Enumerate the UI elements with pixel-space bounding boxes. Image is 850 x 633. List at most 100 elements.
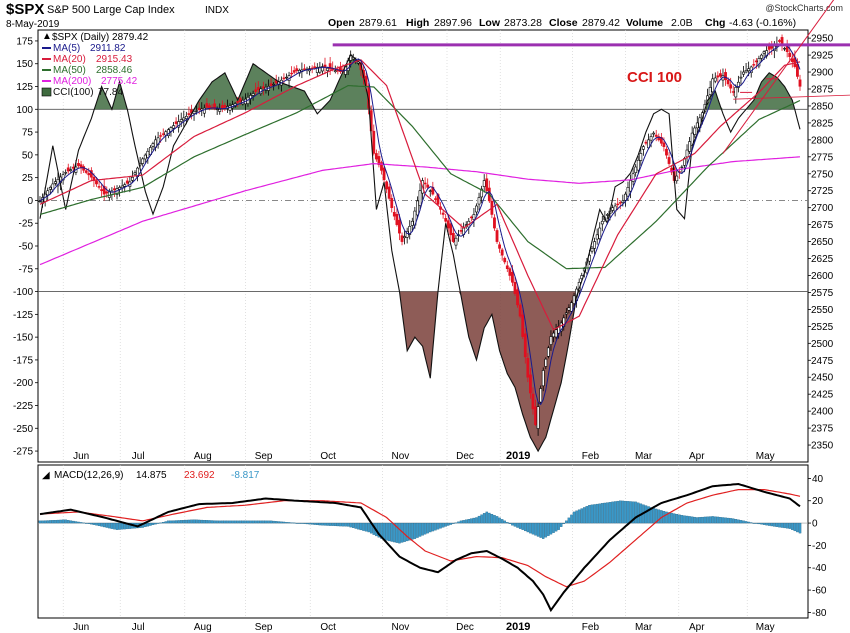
candle-body bbox=[767, 45, 771, 50]
candle-body bbox=[38, 200, 42, 203]
macd-histogram-bar bbox=[755, 522, 758, 524]
candle-body bbox=[46, 190, 50, 196]
high-label: High bbox=[406, 17, 429, 29]
ma50-line bbox=[39, 84, 801, 270]
macd-histogram-bar bbox=[298, 522, 301, 524]
legend-ma5-value: 2911.82 bbox=[90, 43, 126, 54]
candle-body bbox=[423, 182, 427, 185]
macd-histogram-bar bbox=[56, 519, 60, 524]
macd-histogram-bar bbox=[403, 522, 406, 542]
macd-histogram-bar bbox=[215, 520, 219, 524]
candle-body bbox=[711, 78, 715, 93]
macd-histogram-bar bbox=[636, 502, 640, 524]
price-tick-label: 2675 bbox=[811, 220, 834, 231]
month-label-main: 2019 bbox=[506, 450, 530, 462]
macd-tick-label: 40 bbox=[812, 474, 824, 485]
candle-body bbox=[742, 71, 745, 75]
candle-body bbox=[321, 66, 324, 72]
candle-body bbox=[498, 244, 501, 249]
macd-histogram-bar bbox=[423, 522, 427, 535]
macd-histogram-bar bbox=[698, 517, 702, 524]
macd-histogram-bar bbox=[405, 522, 409, 542]
macd-histogram-bar bbox=[316, 522, 319, 526]
candle-body bbox=[477, 197, 481, 205]
candle-body bbox=[731, 91, 735, 93]
candle-body bbox=[729, 84, 733, 89]
price-tick-label: 2400 bbox=[811, 407, 834, 418]
cci-tick-label: -50 bbox=[19, 242, 34, 253]
macd-histogram-bar bbox=[719, 517, 722, 524]
month-label-main: Aug bbox=[194, 451, 212, 462]
macd-histogram-bar bbox=[118, 522, 121, 530]
cci-tick-label: 150 bbox=[16, 59, 33, 70]
candle-body bbox=[636, 159, 640, 171]
macd-histogram-bar bbox=[228, 520, 232, 524]
macd-histogram-bar bbox=[693, 516, 696, 524]
candle-body bbox=[187, 113, 191, 115]
month-label-macd: Feb bbox=[582, 622, 600, 633]
macd-histogram-bar bbox=[256, 520, 260, 524]
macd-histogram-bar bbox=[323, 522, 327, 526]
macd-histogram-bar bbox=[249, 520, 252, 524]
macd-legend-hist: -8.817 bbox=[231, 470, 260, 481]
candle-body bbox=[529, 374, 532, 394]
candle-body bbox=[595, 234, 599, 240]
macd-histogram-bar bbox=[351, 522, 355, 528]
macd-histogram-bar bbox=[90, 522, 93, 525]
macd-histogram-bar bbox=[734, 519, 738, 524]
candle-body bbox=[285, 76, 288, 79]
macd-histogram-bar bbox=[547, 522, 550, 536]
macd-histogram-bar bbox=[449, 522, 453, 525]
macd-histogram-bar bbox=[796, 522, 799, 533]
macd-histogram-bar bbox=[411, 522, 414, 540]
candle-body bbox=[757, 58, 761, 67]
legend-spx-glyph: ▲ bbox=[42, 31, 52, 42]
candle-body bbox=[788, 52, 792, 57]
month-label-main: Oct bbox=[320, 451, 336, 462]
candle-body bbox=[667, 157, 671, 164]
macd-tick-label: 0 bbox=[812, 519, 818, 530]
macd-histogram-bar bbox=[739, 520, 743, 524]
macd-histogram-bar bbox=[210, 520, 214, 524]
candle-body bbox=[133, 172, 137, 175]
candle-body bbox=[403, 236, 406, 239]
legend-spx-label: $SPX (Daily) 2879.42 bbox=[52, 32, 149, 43]
candle-body bbox=[472, 214, 476, 220]
macd-histogram-bar bbox=[649, 507, 653, 524]
candle-body bbox=[641, 146, 645, 150]
ma20-line bbox=[39, 59, 801, 331]
legend-cci: CCI(100) 77.84 bbox=[41, 87, 123, 98]
ohlc-bar: Open 2879.61 High 2897.96 Low 2873.28 Cl… bbox=[328, 17, 796, 29]
candle-body bbox=[724, 72, 727, 80]
macd-histogram-bar bbox=[177, 520, 180, 524]
price-tick-label: 2375 bbox=[811, 424, 834, 435]
macd-histogram-bar bbox=[49, 520, 52, 524]
candle-body bbox=[174, 121, 178, 124]
price-tick-label: 2800 bbox=[811, 135, 834, 146]
month-label-macd: Nov bbox=[392, 622, 410, 633]
macd-histogram-bar bbox=[120, 522, 124, 530]
volume-label: Volume bbox=[626, 17, 663, 29]
candle-body bbox=[256, 87, 260, 90]
candle-body bbox=[151, 143, 155, 147]
macd-histogram-bar bbox=[711, 516, 714, 524]
macd-histogram-bar bbox=[672, 513, 676, 524]
candle-body bbox=[685, 149, 689, 158]
macd-histogram-bar bbox=[513, 522, 517, 527]
macd-histogram-bar bbox=[416, 522, 419, 538]
macd-histogram-bar bbox=[51, 520, 55, 524]
candle-body bbox=[783, 48, 786, 50]
month-label-macd: May bbox=[756, 622, 775, 633]
close-label: Close bbox=[549, 17, 578, 29]
candle-body bbox=[428, 190, 432, 192]
macd-histogram-bar bbox=[334, 522, 337, 527]
candle-body bbox=[161, 133, 165, 135]
macd-histogram-bar bbox=[541, 522, 545, 539]
candle-body bbox=[66, 167, 70, 172]
candle-body bbox=[516, 289, 519, 306]
macd-histogram-bar bbox=[577, 509, 581, 524]
candle-body bbox=[146, 150, 150, 158]
macd-histogram-bar bbox=[226, 520, 229, 524]
candle-body bbox=[179, 119, 183, 122]
macd-histogram-bar bbox=[444, 522, 447, 527]
